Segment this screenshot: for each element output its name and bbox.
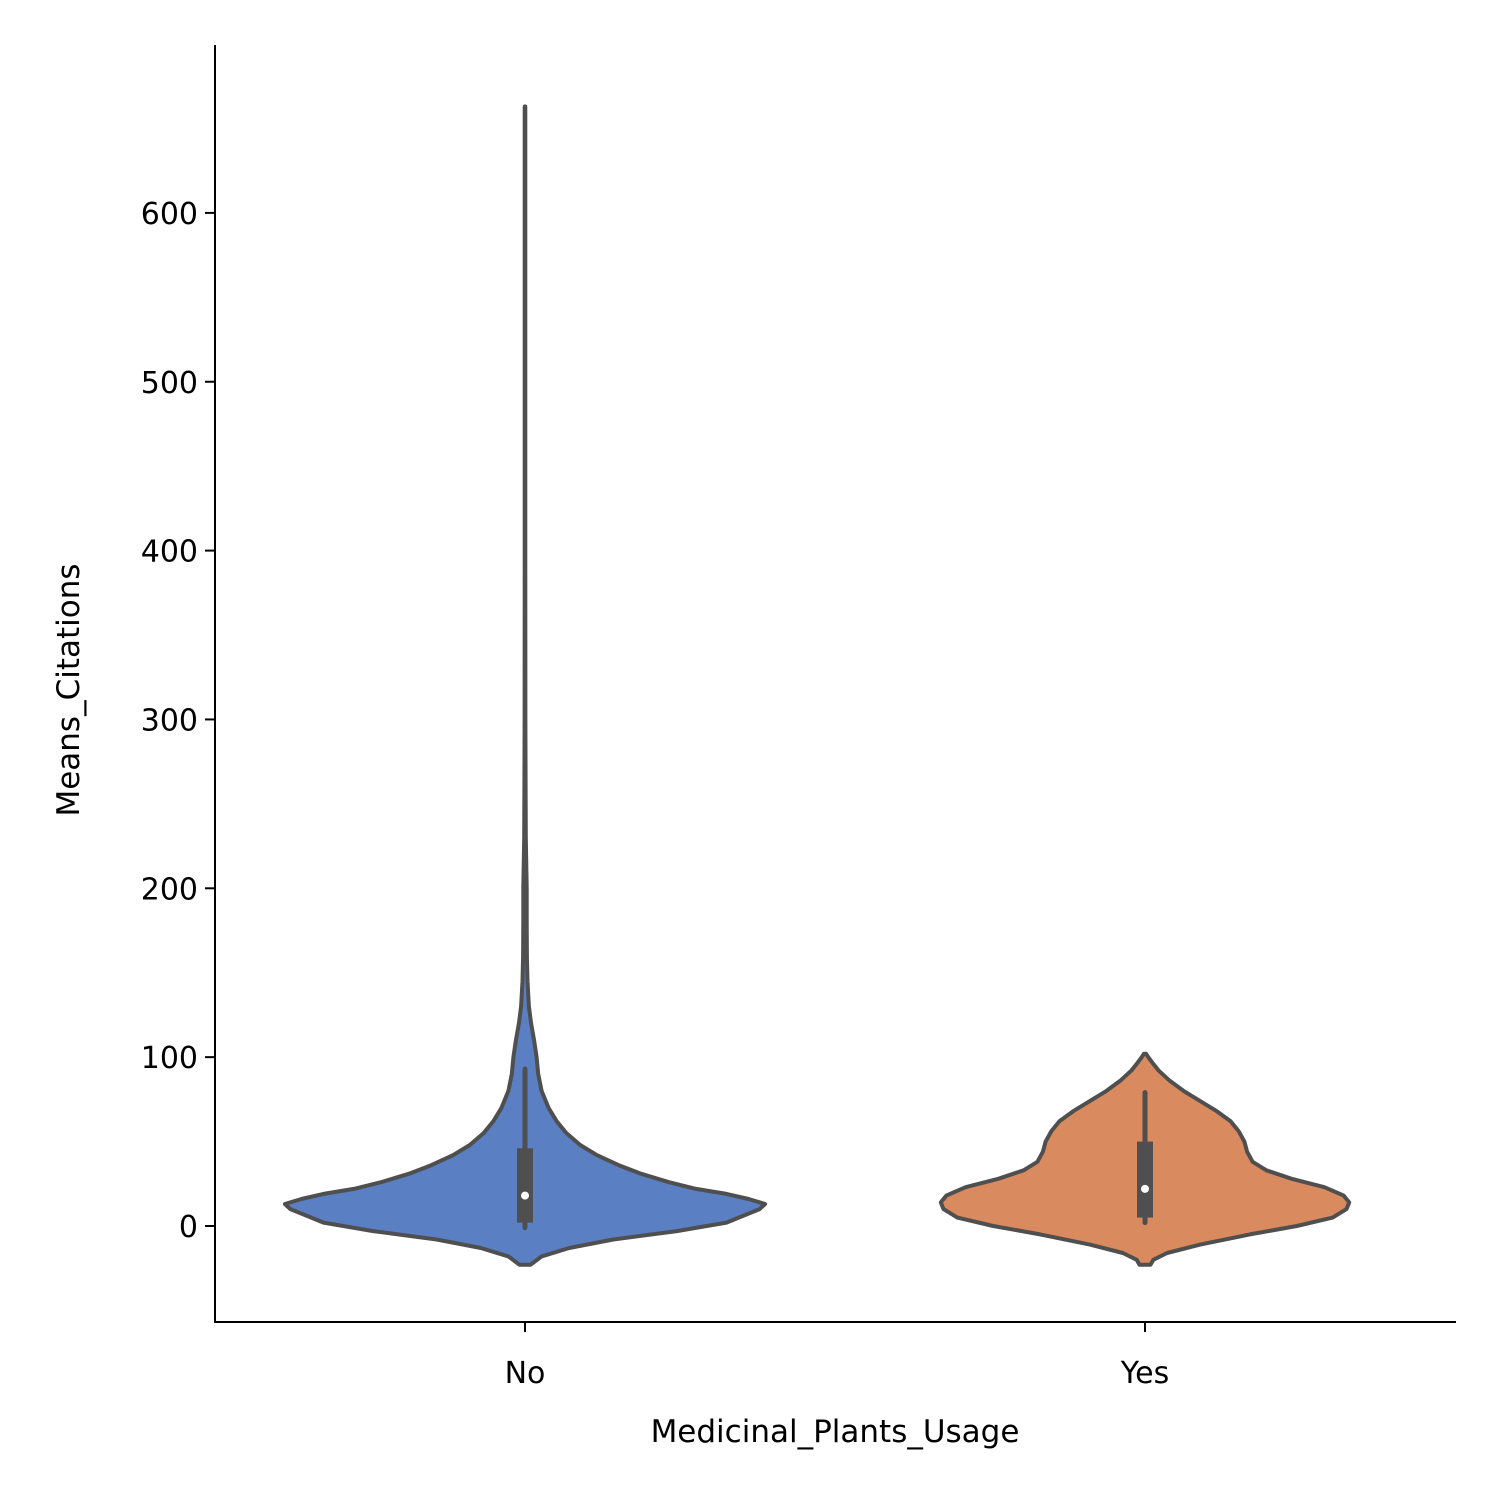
violin-median-point-yes <box>1141 1184 1149 1193</box>
y-tick-label: 600 <box>141 197 198 232</box>
y-tick-label: 500 <box>141 366 198 401</box>
y-tick-label: 300 <box>141 703 198 738</box>
violin-body-no <box>282 104 768 1267</box>
y-tick-label: 0 <box>179 1210 198 1245</box>
violin-iqr-box-yes <box>1137 1141 1153 1218</box>
x-axis-label: Medicinal_Plants_Usage <box>651 1414 1020 1450</box>
violin-iqr-box-no <box>517 1148 533 1223</box>
x-tick-label: Yes <box>1120 1356 1169 1391</box>
x-tick-label: No <box>505 1356 546 1391</box>
y-tick-label: 200 <box>141 872 198 907</box>
y-tick-label: 100 <box>141 1041 198 1076</box>
y-tick-label: 400 <box>141 535 198 570</box>
y-axis-label: Means_Citations <box>51 563 87 816</box>
violin-median-point-no <box>521 1191 529 1200</box>
